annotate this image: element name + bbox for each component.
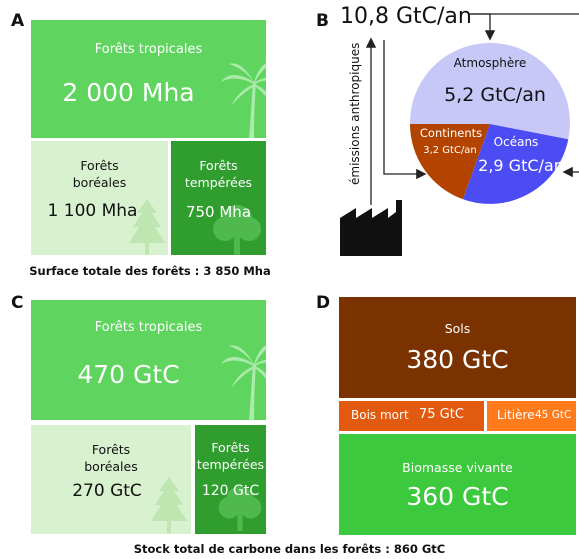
panel-c-temperate-value: 120 GtC [201, 483, 260, 499]
panel-c-boreal-box: Forêts boréales 270 GtC [31, 425, 191, 534]
panel-a-temperate-label-line1: Forêts [199, 158, 238, 173]
panel-c-tropical-value: 470 GtC [77, 360, 180, 389]
panel-a-temperate-box: Forêts tempérées 750 Mha [171, 141, 266, 255]
palm-tree-icon [221, 345, 266, 420]
carbon-sink-pie [409, 42, 570, 204]
oceans-value: 2,9 GtC/an [478, 156, 564, 175]
flow-arrow-to-continents [383, 40, 427, 180]
soils-value: 380 GtC [406, 345, 509, 374]
deciduous-tree-icon [218, 486, 262, 531]
panel-d-biomass-box: Biomasse vivante 360 GtC [339, 434, 576, 535]
panel-d-litter-box: Litière 45 GtC [487, 401, 576, 431]
panel-c-boreal-label-line2: boréales [84, 459, 138, 474]
panel-a-tropical-box: Forêts tropicales 2 000 Mha [31, 20, 266, 138]
continents-value: 3,2 GtC/an [423, 145, 477, 156]
panel-a-boreal-label-line2: boréales [72, 175, 127, 190]
panel-d-deadwood-box: Bois mort 75 GtC [339, 401, 484, 431]
panel-a-boreal-label-line1: Forêts [80, 158, 119, 173]
continents-label: Continents [419, 126, 483, 140]
panel-d-letter: D [316, 293, 331, 313]
panel-d-soils-box: Sols 380 GtC [339, 297, 576, 398]
panel-c-temperate-box: Forêts tempérées 120 GtC [195, 425, 266, 534]
pie-slice-atmosphere [409, 42, 570, 140]
factory-icon [340, 200, 402, 256]
carbon-flow-diagram [340, 13, 579, 256]
panel-a-temperate-label-line2: tempérées [184, 175, 253, 190]
atmosphere-value: 5,2 GtC/an [444, 84, 546, 106]
panel-a-caption: Surface totale des forêts : 3 850 Mha [29, 264, 271, 278]
flow-arrow-to-atmosphere [469, 13, 496, 41]
panel-c-temperate-label-line2: tempérées [196, 457, 265, 472]
deciduous-tree-icon [213, 205, 261, 255]
panel-c-temperate-label: Forêts tempérées [195, 439, 266, 473]
panel-a-temperate-label: Forêts tempérées [171, 157, 266, 191]
anthropogenic-emissions-label: émissions anthropiques [348, 42, 362, 185]
pie-slice-oceans [463, 124, 569, 204]
pie-slice-continents [410, 124, 490, 200]
litter-value: 45 GtC [535, 409, 572, 421]
panel-a-tropical-value: 2 000 Mha [62, 78, 195, 107]
panel-c-temperate-label-line1: Forêts [211, 440, 250, 455]
panel-c-boreal-label-line1: Forêts [91, 442, 131, 457]
panel-c-boreal-value: 270 GtC [72, 481, 142, 501]
panel-a-tropical-label: Forêts tropicales [94, 42, 203, 57]
panel-b-letter: B [316, 11, 329, 31]
deadwood-value: 75 GtC [419, 407, 464, 422]
footer-caption: Stock total de carbone dans les forêts :… [133, 542, 446, 556]
panel-a-letter: A [11, 11, 25, 31]
atmosphere-label: Atmosphère [453, 56, 527, 70]
panel-a-temperate-value: 750 Mha [185, 203, 252, 221]
panel-c-tropical-box: Forêts tropicales 470 GtC [31, 300, 266, 420]
panel-c-tropical-label: Forêts tropicales [94, 320, 203, 335]
panel-a-boreal-value: 1 100 Mha [47, 201, 138, 221]
deadwood-label: Bois mort [351, 408, 409, 422]
litter-label: Litière [497, 408, 535, 422]
conifer-tree-icon [129, 199, 165, 255]
panel-c-letter: C [11, 293, 24, 313]
biomass-label: Biomasse vivante [402, 460, 513, 475]
soils-label: Sols [444, 321, 471, 336]
palm-tree-icon [221, 63, 266, 138]
conifer-tree-icon [151, 477, 187, 533]
oceans-label: Océans [493, 135, 539, 149]
panel-a-boreal-box: Forêts boréales 1 100 Mha [31, 141, 168, 255]
total-emissions-value: 10,8 GtC/an [340, 4, 472, 29]
biomass-value: 360 GtC [406, 482, 509, 511]
panel-a-boreal-label: Forêts boréales [31, 157, 168, 191]
panel-c-boreal-label: Forêts boréales [31, 441, 191, 475]
